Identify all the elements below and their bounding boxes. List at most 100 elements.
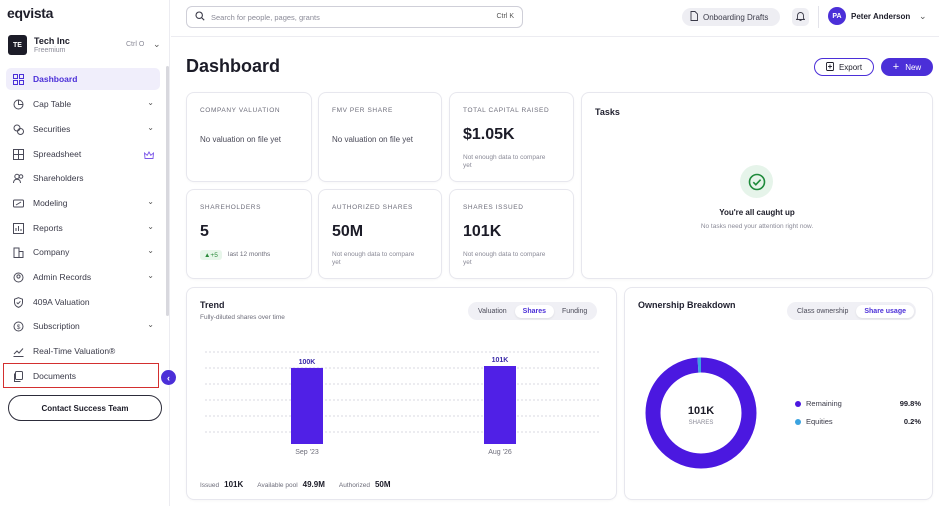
sidebar-item-dashboard[interactable]: Dashboard bbox=[6, 68, 160, 90]
reports-icon bbox=[12, 222, 24, 234]
dollar-icon: $ bbox=[12, 320, 24, 332]
legend-percent: 99.8% bbox=[899, 399, 921, 408]
export-label: Export bbox=[838, 62, 863, 72]
bar bbox=[291, 367, 323, 444]
chevron-down-icon: ⌄ bbox=[147, 222, 154, 231]
company-avatar: TE bbox=[8, 35, 27, 55]
sidebar-item-subscription[interactable]: $ Subscription ⌄ bbox=[6, 315, 160, 337]
trend-tab-valuation[interactable]: Valuation bbox=[478, 307, 507, 315]
new-button[interactable]: + New bbox=[881, 58, 933, 76]
donut-center-value: 101K bbox=[688, 405, 714, 417]
stat-value: No valuation on file yet bbox=[200, 135, 281, 144]
shield-icon bbox=[12, 296, 24, 308]
notifications-button[interactable] bbox=[792, 8, 809, 26]
chevron-down-icon: ⌄ bbox=[147, 98, 154, 107]
company-switcher[interactable]: TE Tech Inc Freemium Ctrl O ⌄ bbox=[6, 35, 164, 57]
contact-success-team-button[interactable]: Contact Success Team bbox=[8, 395, 162, 421]
sidebar-scrollbar[interactable] bbox=[166, 66, 169, 316]
sidebar-item-documents[interactable]: Documents bbox=[6, 365, 160, 387]
sidebar-item-label: Subscription bbox=[33, 321, 80, 331]
onboarding-drafts-button[interactable]: Onboarding Drafts bbox=[682, 8, 780, 26]
collapse-sidebar-button[interactable]: ‹ bbox=[161, 370, 176, 385]
stat-note: Not enough data to compare yet bbox=[332, 251, 415, 266]
export-button[interactable]: Export bbox=[814, 58, 874, 76]
sidebar-item-admin-records[interactable]: Admin Records ⌄ bbox=[6, 266, 160, 288]
sidebar-item-reports[interactable]: Reports ⌄ bbox=[6, 217, 160, 239]
trend-tab-group: Valuation Shares Funding bbox=[468, 302, 598, 320]
sidebar-item-label: Real-Time Valuation® bbox=[33, 346, 116, 356]
stat-label: FMV PER SHARE bbox=[332, 107, 393, 114]
shareholders-card: SHAREHOLDERS 5 ▲+5 last 12 months bbox=[186, 189, 312, 279]
donut-center-label: SHARES bbox=[689, 420, 714, 426]
ownership-tab-class-ownership[interactable]: Class ownership bbox=[797, 307, 849, 315]
total-capital-raised-card: TOTAL CAPITAL RAISED $1.05K Not enough d… bbox=[449, 92, 574, 182]
search-input[interactable]: Search for people, pages, grants Ctrl K bbox=[186, 6, 523, 28]
page-title: Dashboard bbox=[186, 56, 281, 76]
sidebar-item-label: 409A Valuation bbox=[33, 297, 90, 307]
bar-value-label: 100K bbox=[299, 359, 316, 366]
search-icon bbox=[195, 8, 205, 26]
sidebar-item-modeling[interactable]: Modeling ⌄ bbox=[6, 192, 160, 214]
ownership-tab-group: Class ownership Share usage bbox=[787, 302, 916, 320]
company-plan: Freemium bbox=[34, 47, 66, 54]
stat-note: Not enough data to compare yet bbox=[463, 154, 546, 169]
stat-label: COMPANY VALUATION bbox=[200, 107, 281, 114]
sidebar-item-409a-valuation[interactable]: 409A Valuation bbox=[6, 291, 160, 313]
sidebar-item-label: Dashboard bbox=[33, 74, 78, 84]
legend-dot bbox=[795, 400, 801, 407]
trend-tab-funding[interactable]: Funding bbox=[562, 307, 588, 315]
stat-label: SHARES ISSUED bbox=[463, 204, 524, 211]
sidebar-item-securities[interactable]: Securities ⌄ bbox=[6, 118, 160, 140]
line-chart-icon bbox=[12, 345, 24, 357]
stat-value: $1.05K bbox=[463, 126, 515, 143]
user-name[interactable]: Peter Anderson bbox=[851, 12, 911, 21]
issued-label: Issued bbox=[200, 482, 220, 489]
securities-icon bbox=[12, 123, 24, 135]
legend-dot bbox=[795, 418, 801, 425]
sidebar-item-company[interactable]: Company ⌄ bbox=[6, 241, 160, 263]
sidebar-item-spreadsheet[interactable]: Spreadsheet bbox=[6, 143, 160, 165]
chevron-down-icon: ⌄ bbox=[147, 271, 154, 280]
x-tick-label: Sep '23 bbox=[295, 449, 319, 456]
modeling-icon bbox=[12, 197, 24, 209]
company-shortcut: Ctrl O bbox=[126, 41, 145, 48]
sidebar-item-label: Securities bbox=[33, 124, 71, 134]
pie-chart-icon bbox=[12, 98, 24, 110]
svg-text:$: $ bbox=[16, 323, 20, 330]
chevron-left-icon: ‹ bbox=[167, 372, 170, 383]
stat-label: SHAREHOLDERS bbox=[200, 204, 262, 211]
legend-label: Remaining bbox=[806, 399, 842, 408]
x-tick-label: Aug '26 bbox=[488, 449, 512, 456]
company-icon bbox=[12, 246, 24, 258]
donut-slice-remaining bbox=[645, 357, 757, 469]
stat-value: 50M bbox=[332, 223, 364, 240]
onboarding-drafts-label: Onboarding Drafts bbox=[703, 12, 769, 22]
authorized-value: 50M bbox=[374, 480, 391, 489]
tasks-title: Tasks bbox=[595, 107, 620, 117]
top-bar: Search for people, pages, grants Ctrl K … bbox=[171, 0, 939, 37]
trend-tab-shares[interactable]: Shares bbox=[514, 304, 555, 318]
delta-period: last 12 months bbox=[228, 251, 271, 258]
legend-item: Remaining 99.8% bbox=[795, 399, 921, 408]
issued-value: 101K bbox=[224, 480, 244, 489]
search-placeholder: Search for people, pages, grants bbox=[211, 12, 320, 22]
company-name: Tech Inc bbox=[34, 36, 70, 46]
legend-percent: 0.2% bbox=[903, 417, 921, 426]
new-label: New bbox=[905, 62, 922, 72]
sidebar-item-real-time-valuation[interactable]: Real-Time Valuation® bbox=[6, 340, 160, 362]
sidebar-item-shareholders[interactable]: Shareholders bbox=[6, 167, 160, 189]
user-avatar[interactable]: PA bbox=[828, 7, 846, 25]
ownership-tab-share-usage[interactable]: Share usage bbox=[856, 304, 914, 318]
users-icon bbox=[12, 172, 24, 184]
pool-label: Available pool bbox=[257, 482, 298, 489]
chevron-down-icon[interactable]: ⌄ bbox=[919, 11, 927, 21]
app-logo[interactable]: eqvista bbox=[7, 5, 54, 21]
chevron-down-icon: ⌄ bbox=[147, 197, 154, 206]
plus-icon: + bbox=[892, 61, 900, 73]
tasks-card: Tasks You're all caught up No tasks need… bbox=[581, 92, 933, 279]
sidebar: eqvista TE Tech Inc Freemium Ctrl O ⌄ Da… bbox=[0, 0, 176, 506]
stat-value: No valuation on file yet bbox=[332, 135, 413, 144]
tasks-empty-subtext: No tasks need your attention right now. bbox=[700, 223, 814, 230]
sidebar-item-cap-table[interactable]: Cap Table ⌄ bbox=[6, 93, 160, 115]
authorized-label: Authorized bbox=[338, 482, 370, 489]
